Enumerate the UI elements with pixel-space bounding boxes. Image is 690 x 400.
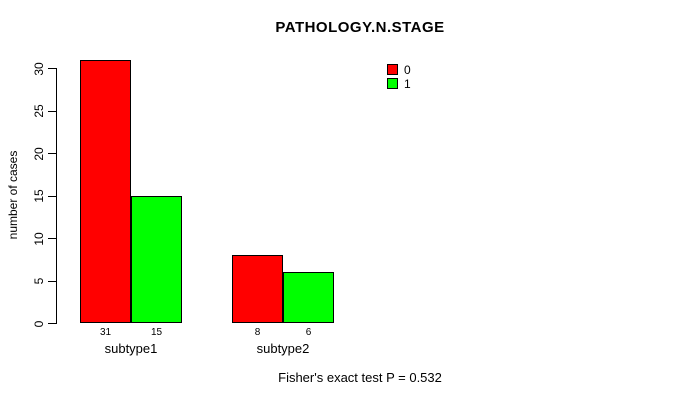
y-axis-tick-label: 30 [32,61,46,76]
category-label-subtype2: subtype2 [256,341,310,356]
y-axis-tick [48,280,56,282]
bar-value-label: 31 [99,327,112,338]
legend-label: 0 [404,62,411,77]
legend-swatch-red [387,64,398,75]
y-axis-tick [48,110,56,112]
bar-subtype2-0 [232,255,283,323]
y-axis-line [56,68,57,324]
legend-item-1: 1 [387,76,411,91]
legend-swatch-green [387,78,398,89]
legend-item-0: 0 [387,62,411,77]
y-axis-tick-label: 10 [32,231,46,246]
y-axis-tick [48,195,56,197]
bar-subtype1-0 [80,59,131,323]
y-axis-tick [48,153,56,154]
bar-value-label: 6 [305,327,312,338]
chart-title: PATHOLOGY.N.STAGE [275,19,445,36]
y-axis-tick-label: 0 [32,320,46,327]
y-axis-label: number of cases [6,150,20,240]
y-axis-tick-label: 5 [32,277,46,285]
y-axis-tick-label: 20 [32,146,46,161]
category-label-subtype1: subtype1 [104,341,158,356]
y-axis-tick [48,323,56,324]
y-axis-tick [48,238,56,239]
y-axis-tick-label: 25 [32,104,46,118]
fisher-test-annotation: Fisher's exact test P = 0.532 [278,370,442,385]
bar-subtype2-1 [283,272,334,323]
bar-subtype1-1 [131,195,182,323]
y-axis-tick [48,68,56,69]
legend: 0 1 [387,63,411,91]
legend-label: 1 [404,76,411,91]
bar-value-label: 8 [254,327,261,338]
bar-value-label: 15 [150,327,163,338]
y-axis-tick-label: 15 [32,189,46,203]
